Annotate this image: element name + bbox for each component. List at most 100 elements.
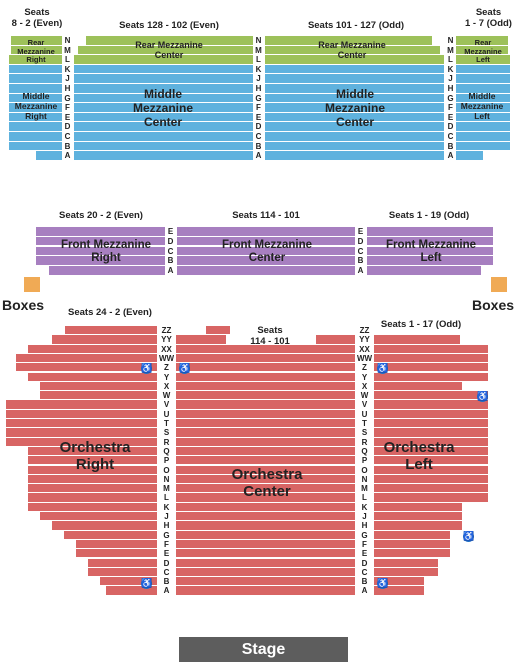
orchestra-right-row[interactable] bbox=[65, 326, 157, 335]
orchestra-left-row[interactable] bbox=[374, 419, 488, 428]
orchestra-center-row[interactable] bbox=[176, 335, 226, 344]
orchestra-right-row[interactable] bbox=[28, 474, 157, 484]
rear-mezzanine-row[interactable] bbox=[456, 55, 510, 64]
orchestra-center-row[interactable] bbox=[206, 326, 230, 335]
orchestra-center-row[interactable] bbox=[176, 502, 355, 511]
orchestra-center-row[interactable] bbox=[176, 521, 355, 530]
middle-mezzanine-row[interactable] bbox=[74, 132, 253, 141]
middle-mezzanine-row[interactable] bbox=[265, 93, 444, 103]
orchestra-left-row[interactable] bbox=[374, 484, 488, 493]
orchestra-left-row[interactable] bbox=[374, 400, 488, 409]
orchestra-left-row[interactable] bbox=[374, 335, 460, 344]
orchestra-center-row[interactable] bbox=[176, 558, 355, 567]
orchestra-left-row[interactable] bbox=[374, 456, 488, 465]
orchestra-center-row[interactable] bbox=[176, 586, 355, 595]
box-left[interactable] bbox=[24, 277, 40, 292]
orchestra-left-row[interactable] bbox=[374, 586, 424, 595]
orchestra-right-row[interactable] bbox=[88, 567, 157, 577]
middle-mezzanine-row[interactable] bbox=[74, 74, 253, 83]
orchestra-left-row[interactable] bbox=[374, 474, 488, 484]
orchestra-left-row[interactable] bbox=[374, 353, 488, 363]
middle-mezzanine-row[interactable] bbox=[9, 103, 62, 112]
orchestra-right-row[interactable] bbox=[52, 521, 157, 530]
front-mezzanine-row[interactable] bbox=[177, 246, 355, 256]
orchestra-left-row[interactable] bbox=[374, 512, 462, 521]
orchestra-right-row[interactable] bbox=[40, 391, 157, 400]
orchestra-right-row[interactable] bbox=[28, 502, 157, 511]
middle-mezzanine-row[interactable] bbox=[265, 132, 444, 141]
front-mezzanine-row[interactable] bbox=[177, 256, 355, 265]
orchestra-left-row[interactable] bbox=[374, 446, 488, 456]
middle-mezzanine-row[interactable] bbox=[265, 103, 444, 112]
orchestra-center-row[interactable] bbox=[176, 493, 355, 502]
orchestra-left-row[interactable] bbox=[374, 409, 488, 418]
front-mezzanine-row[interactable] bbox=[367, 246, 493, 256]
middle-mezzanine-row[interactable] bbox=[265, 112, 444, 122]
orchestra-right-row[interactable] bbox=[6, 428, 157, 437]
orchestra-left-row[interactable] bbox=[374, 521, 462, 530]
middle-mezzanine-row[interactable] bbox=[265, 122, 444, 131]
stage[interactable]: Stage bbox=[179, 637, 348, 662]
front-mezzanine-row[interactable] bbox=[177, 266, 355, 275]
front-mezzanine-row[interactable] bbox=[367, 236, 493, 246]
orchestra-right-row[interactable] bbox=[40, 381, 157, 391]
orchestra-right-row[interactable] bbox=[100, 577, 157, 586]
orchestra-right-row[interactable] bbox=[64, 530, 157, 539]
orchestra-center-row[interactable] bbox=[176, 428, 355, 437]
rear-mezzanine-row[interactable] bbox=[456, 36, 508, 45]
middle-mezzanine-row[interactable] bbox=[74, 112, 253, 122]
orchestra-left-row[interactable] bbox=[374, 465, 488, 474]
orchestra-center-row[interactable] bbox=[176, 465, 355, 474]
front-mezzanine-row[interactable] bbox=[367, 266, 481, 275]
orchestra-left-row[interactable] bbox=[374, 437, 488, 446]
orchestra-center-row[interactable] bbox=[176, 446, 355, 456]
middle-mezzanine-row[interactable] bbox=[456, 151, 483, 160]
orchestra-right-row[interactable] bbox=[28, 465, 157, 474]
rear-mezzanine-row[interactable] bbox=[265, 55, 444, 64]
middle-mezzanine-row[interactable] bbox=[456, 93, 510, 103]
orchestra-right-row[interactable] bbox=[28, 344, 157, 353]
orchestra-right-row[interactable] bbox=[28, 493, 157, 502]
middle-mezzanine-row[interactable] bbox=[456, 141, 510, 151]
middle-mezzanine-row[interactable] bbox=[9, 122, 62, 131]
orchestra-right-row[interactable] bbox=[88, 558, 157, 567]
front-mezzanine-row[interactable] bbox=[36, 236, 165, 246]
middle-mezzanine-row[interactable] bbox=[74, 141, 253, 151]
orchestra-center-row[interactable] bbox=[176, 400, 355, 409]
orchestra-left-row[interactable] bbox=[374, 539, 450, 549]
orchestra-center-row[interactable] bbox=[176, 484, 355, 493]
orchestra-right-row[interactable] bbox=[76, 549, 157, 558]
orchestra-center-row[interactable] bbox=[176, 456, 355, 465]
rear-mezzanine-row[interactable] bbox=[78, 45, 253, 55]
orchestra-center-row[interactable] bbox=[176, 409, 355, 418]
orchestra-center-row[interactable] bbox=[176, 353, 355, 363]
orchestra-center-row[interactable] bbox=[316, 335, 355, 344]
orchestra-right-row[interactable] bbox=[52, 335, 157, 344]
middle-mezzanine-row[interactable] bbox=[9, 74, 62, 83]
orchestra-center-row[interactable] bbox=[176, 363, 355, 372]
orchestra-right-row[interactable] bbox=[28, 372, 157, 381]
orchestra-left-row[interactable] bbox=[374, 372, 488, 381]
middle-mezzanine-row[interactable] bbox=[74, 84, 253, 93]
orchestra-right-row[interactable] bbox=[40, 512, 157, 521]
middle-mezzanine-row[interactable] bbox=[9, 132, 62, 141]
orchestra-left-row[interactable] bbox=[374, 363, 488, 372]
orchestra-center-row[interactable] bbox=[176, 567, 355, 577]
orchestra-center-row[interactable] bbox=[176, 512, 355, 521]
middle-mezzanine-row[interactable] bbox=[74, 122, 253, 131]
middle-mezzanine-row[interactable] bbox=[456, 122, 510, 131]
orchestra-right-row[interactable] bbox=[28, 456, 157, 465]
middle-mezzanine-row[interactable] bbox=[74, 151, 253, 160]
orchestra-right-row[interactable] bbox=[6, 437, 157, 446]
orchestra-left-row[interactable] bbox=[374, 502, 462, 511]
middle-mezzanine-row[interactable] bbox=[265, 151, 444, 160]
orchestra-right-row[interactable] bbox=[16, 353, 157, 363]
orchestra-right-row[interactable] bbox=[16, 363, 157, 372]
orchestra-center-row[interactable] bbox=[176, 539, 355, 549]
middle-mezzanine-row[interactable] bbox=[456, 103, 510, 112]
orchestra-center-row[interactable] bbox=[176, 391, 355, 400]
orchestra-left-row[interactable] bbox=[374, 493, 488, 502]
rear-mezzanine-row[interactable] bbox=[11, 36, 62, 45]
middle-mezzanine-row[interactable] bbox=[456, 112, 510, 122]
orchestra-left-row[interactable] bbox=[374, 381, 462, 391]
